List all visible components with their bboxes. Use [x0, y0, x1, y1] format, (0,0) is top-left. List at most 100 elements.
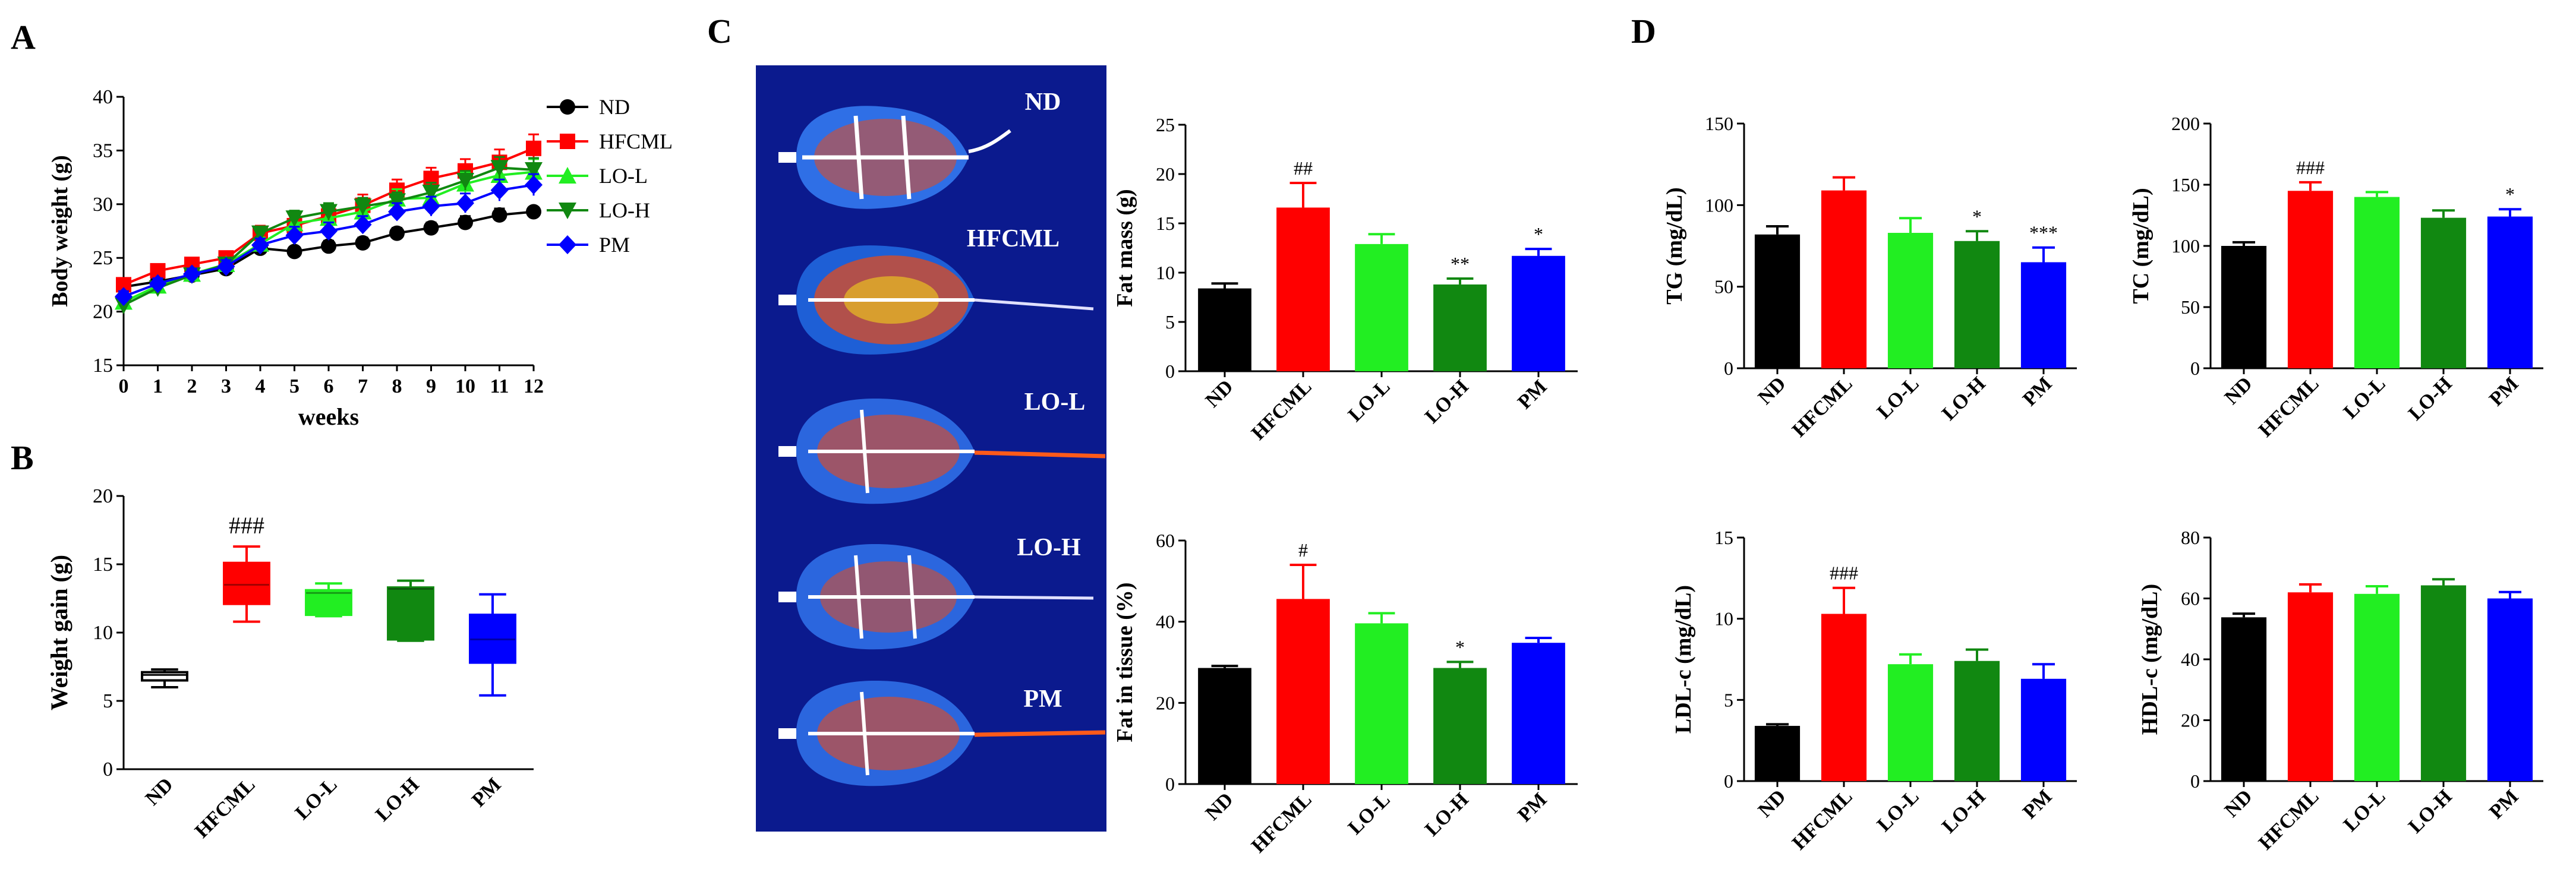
- x-tick-label-lo-l: LO-L: [2339, 372, 2390, 423]
- y-tick-label: 15: [1714, 527, 1733, 548]
- y-tick-label: 0: [2190, 358, 2200, 379]
- data-point-pm: [320, 222, 338, 241]
- box-nd: [141, 671, 188, 682]
- y-axis-title: TC (mg/dL): [2129, 188, 2154, 304]
- data-point-nd: [423, 220, 439, 236]
- y-tick-label: 5: [103, 690, 113, 712]
- y-tick-label: 40: [1156, 611, 1175, 633]
- x-tick-label-lo-h: LO-H: [1938, 372, 1990, 425]
- data-point-nd: [526, 204, 541, 220]
- y-tick-label: 20: [93, 485, 113, 507]
- y-tick-label: 15: [1156, 213, 1175, 234]
- y-tick-label: 20: [2181, 710, 2200, 731]
- bar-pm: [1512, 255, 1565, 371]
- significance-mark-pm: *: [1534, 223, 1543, 245]
- data-point-nd: [458, 214, 473, 230]
- y-tick-label: 40: [2181, 649, 2200, 670]
- x-tick-label-hfcml: HFCML: [191, 773, 260, 842]
- data-point-nd: [491, 207, 507, 223]
- data-point-lo-h: [354, 198, 372, 216]
- bar-hfcml: [2287, 191, 2334, 368]
- x-tick-label-lo-l: LO-L: [291, 773, 342, 824]
- y-tick-label: 5: [1165, 311, 1175, 333]
- significance-mark-hfcml: ##: [1294, 157, 1313, 179]
- data-point-pm: [115, 287, 133, 306]
- box-lo-h: [387, 586, 434, 641]
- y-tick-label: 0: [1724, 770, 1733, 792]
- y-tick-label: 150: [1705, 113, 1733, 134]
- legend-marker-lo-l: [559, 167, 576, 184]
- y-tick-label: 60: [1156, 530, 1175, 551]
- bar-lo-l: [1887, 664, 1934, 781]
- bar-lo-l: [1355, 244, 1408, 371]
- bar-lo-h: [2420, 217, 2467, 368]
- x-tick-label-pm: PM: [2019, 372, 2057, 410]
- ct-imaging-panel: ND HFCML LO-L LO-H: [756, 65, 1106, 832]
- x-tick-label-hfcml: HFCML: [1788, 785, 1857, 854]
- bar-nd: [2221, 617, 2267, 781]
- legend-label-lo-h: LO-H: [599, 198, 650, 222]
- legend-label-lo-l: LO-L: [599, 164, 648, 188]
- y-axis-title: Fat mass (g): [1112, 189, 1137, 306]
- y-axis-title: Weight gain (g): [46, 555, 72, 710]
- significance-mark-hfcml: #: [1298, 539, 1308, 561]
- x-tick-label-lo-h: LO-H: [1421, 788, 1473, 840]
- y-tick-label: 15: [93, 554, 113, 576]
- y-tick-label: 15: [93, 355, 113, 377]
- bar-hfcml: [1821, 614, 1867, 781]
- x-tick-label: 8: [392, 375, 402, 397]
- x-tick-label-lo-h: LO-H: [1938, 785, 1990, 838]
- x-tick-label: 10: [455, 375, 475, 397]
- data-point-nd: [389, 225, 405, 241]
- bar-nd: [2221, 246, 2267, 368]
- x-tick-label-pm: PM: [2019, 785, 2057, 823]
- bar-pm: [2020, 262, 2067, 368]
- y-tick-label: 0: [1165, 361, 1175, 382]
- legend-label-hfcml: HFCML: [599, 129, 673, 153]
- image-label-lo-h: LO-H: [1017, 534, 1080, 561]
- x-tick-label-lo-l: LO-L: [1873, 372, 1924, 423]
- x-tick-label-hfcml: HFCML: [1788, 372, 1857, 441]
- x-tick-label: 0: [119, 375, 129, 397]
- mouse-image-lo-h: [778, 544, 1094, 650]
- y-tick-label: 150: [2171, 174, 2200, 195]
- mouse-image-pm: [778, 681, 1106, 786]
- x-tick-label: 4: [256, 375, 266, 397]
- x-tick-label: 6: [324, 375, 334, 397]
- bar-pm: [1512, 643, 1565, 784]
- significance-mark-pm: *: [2505, 184, 2515, 205]
- fat-mass-bar-chart: 0 5 10 15 20 25 Fat mass (g) ND HFCML ## LO-L LO-H *…: [1112, 114, 1578, 444]
- y-tick-label: 50: [1714, 276, 1733, 298]
- x-tick-label-nd: ND: [141, 773, 178, 810]
- x-tick-label-nd: ND: [1202, 375, 1238, 412]
- y-tick-label: 10: [1714, 608, 1733, 630]
- x-axis-title: weeks: [298, 403, 359, 430]
- y-axis-title: Body weight (g): [48, 155, 72, 306]
- image-label-pm: PM: [1023, 685, 1062, 713]
- y-tick-label: 50: [2181, 296, 2200, 318]
- y-tick-label: 25: [1156, 114, 1175, 135]
- x-tick-label-nd: ND: [1202, 788, 1238, 824]
- y-tick-label: 0: [2190, 770, 2200, 792]
- significance-mark-hfcml: ###: [2296, 157, 2325, 178]
- y-tick-label: 100: [2171, 235, 2200, 257]
- y-axis-title: HDL-c (mg/dL): [2137, 584, 2162, 735]
- data-point-pm: [183, 264, 201, 284]
- y-tick-label: 0: [103, 759, 113, 780]
- image-label-hfcml: HFCML: [967, 225, 1060, 252]
- bar-nd: [1754, 726, 1801, 781]
- box-lo-l: [305, 589, 352, 617]
- data-point-lo-h: [456, 173, 474, 190]
- x-tick-label-lo-h: LO-H: [2404, 372, 2457, 425]
- y-tick-label: 60: [2181, 588, 2200, 609]
- y-axis-title: Fat in tissue (%): [1112, 582, 1137, 742]
- x-tick-label-hfcml: HFCML: [2255, 372, 2323, 441]
- bar-nd: [1754, 234, 1801, 368]
- bar-lo-h: [1433, 668, 1487, 784]
- bar-pm: [2020, 678, 2067, 781]
- data-point-lo-h: [525, 162, 543, 179]
- bar-hfcml: [1276, 207, 1330, 371]
